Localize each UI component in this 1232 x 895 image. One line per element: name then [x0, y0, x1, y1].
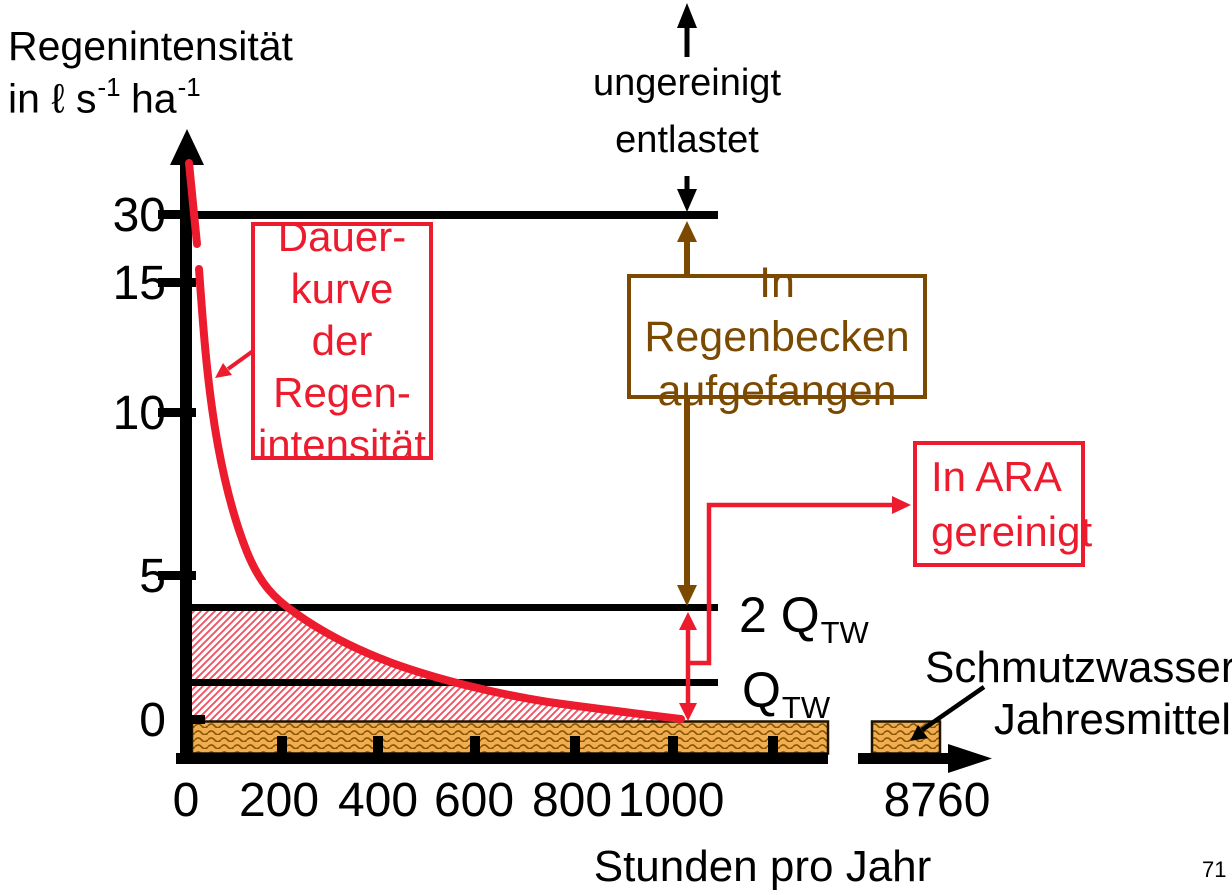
ara-double-arrow [679, 612, 697, 721]
sewage-pointer-arrow [910, 685, 986, 741]
y-axis-title-line2: in ℓ s-1 ha-1 [8, 72, 201, 122]
y-tick-10: 10 [112, 387, 166, 440]
x-tick-600: 600 [433, 774, 515, 827]
untreated-label-line2: entlastet [615, 119, 759, 161]
page-number: 71 [1202, 857, 1227, 882]
x-tick-200: 200 [238, 774, 320, 827]
untreated-down-arrow [677, 176, 697, 212]
untreated-up-arrow [677, 3, 697, 57]
wastewater-bar-main [190, 720, 830, 755]
y-tick-30: 30 [112, 189, 166, 242]
y-axis [158, 129, 205, 764]
y-tick-15: 15 [112, 257, 166, 310]
x-tick-800: 800 [531, 774, 613, 827]
x-tick-0: 0 [172, 774, 200, 827]
x-axis-title: Stunden pro Jahr [593, 842, 932, 891]
x-axis-arrowhead [948, 744, 992, 773]
y-axis-arrowhead [170, 129, 204, 165]
litre-symbol: ℓ [51, 75, 65, 122]
x-tick-8760: 8760 [883, 774, 991, 827]
ara-connector-arrow [690, 496, 911, 666]
wastewater-bar-8760 [870, 720, 942, 755]
line-2qtw [192, 604, 718, 611]
x-tick-400: 400 [337, 774, 419, 827]
y-tick-0: 0 [139, 694, 166, 747]
sewage-label: Schmutzwasser Jahresmittel [925, 643, 1232, 744]
x-axis [176, 736, 992, 773]
rain-duration-curve [185, 159, 685, 723]
ara-label-box: In ARA gereinigt [913, 441, 1092, 567]
label-qtw: QTW [742, 662, 831, 725]
pink-hatch-region [192, 611, 681, 723]
curve-label-box: Dauer- kurve der Regen- intensität [251, 213, 433, 468]
y-axis-title-line1: Regenintensität [8, 23, 293, 69]
curve-label-arrow [215, 349, 255, 378]
wastewater-band [190, 720, 942, 755]
x-tick-1000: 1000 [617, 774, 725, 827]
untreated-label-line1: ungereinigt [592, 62, 782, 104]
label-2qtw: 2 QTW [739, 587, 869, 650]
line-30 [178, 211, 718, 219]
y-tick-5: 5 [139, 550, 166, 603]
basin-label-box: In Regenbecken aufgefangen [627, 259, 927, 415]
